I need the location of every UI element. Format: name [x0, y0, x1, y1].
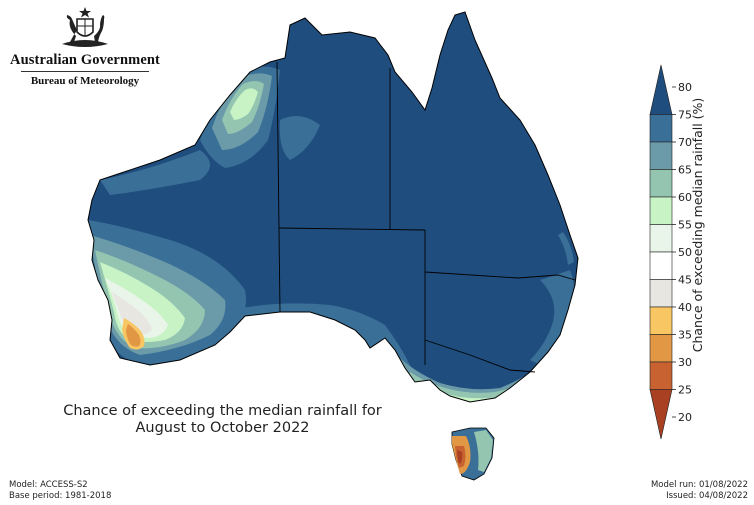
footer-left: Model: ACCESS-S2 Base period: 1981-2018 [9, 480, 111, 502]
colorbar-tick-label: 60 [678, 191, 692, 204]
colorbar-swatch [649, 389, 673, 440]
colorbar-swatch [649, 141, 673, 170]
colorbar-label: Chance of exceeding median rainfall (%) [690, 98, 705, 353]
base-period: Base period: 1981-2018 [9, 491, 112, 501]
footer-right: Model run: 01/08/2022 Issued: 04/08/2022 [651, 480, 748, 502]
colorbar-swatch [649, 361, 673, 390]
colorbar-swatch [649, 196, 673, 225]
colorbar-tick-label: 55 [678, 219, 692, 232]
colorbar-swatch [649, 306, 673, 335]
model-run: Model run: 01/08/2022 [650, 480, 748, 490]
colorbar-swatch [649, 251, 673, 280]
map-title: Chance of exceeding the median rainfall … [50, 403, 395, 437]
coat-of-arms-icon [62, 7, 108, 47]
colorbar-tick-label: 50 [678, 246, 692, 259]
colorbar-swatch [649, 169, 673, 198]
colorbar-tick-label: 25 [678, 384, 692, 397]
colorbar-tick-label: 30 [678, 356, 692, 369]
colorbar-tick-label: 75 [678, 109, 692, 122]
map-title-line1: Chance of exceeding the median rainfall … [63, 403, 382, 419]
government-logo: Australian Government Bureau of Meteorol… [10, 6, 160, 101]
map-title-line2: August to October 2022 [135, 420, 310, 436]
colorbar-tick-label: 80 [678, 81, 692, 94]
colorbar-swatch [649, 279, 673, 308]
colorbar-swatch [649, 64, 673, 115]
divider [21, 71, 149, 72]
colorbar-tick-label: 35 [678, 329, 692, 342]
colorbar-tick-label: 20 [678, 411, 692, 424]
colorbar-ticks: 80 75 70 65 60 55 50 45 40 35 30 25 20 [672, 81, 692, 424]
colorbar-tick-label: 45 [678, 274, 692, 287]
colorbar-tick-label: 40 [678, 301, 692, 314]
colorbar-swatch [649, 334, 673, 363]
org-name: Australian Government [10, 52, 160, 68]
colorbar-swatches [649, 64, 673, 440]
bureau-name: Bureau of Meteorology [30, 75, 140, 87]
issued-date: Issued: 04/08/2022 [666, 491, 748, 501]
colorbar-swatch [649, 224, 673, 253]
colorbar-tick-label: 65 [678, 164, 692, 177]
model-name: Model: ACCESS-S2 [9, 480, 88, 490]
colorbar-tick-label: 70 [678, 136, 692, 149]
colorbar: 80 75 70 65 60 55 50 45 40 35 30 25 20 Chance of exc… [649, 64, 705, 440]
colorbar-swatch [649, 114, 673, 143]
